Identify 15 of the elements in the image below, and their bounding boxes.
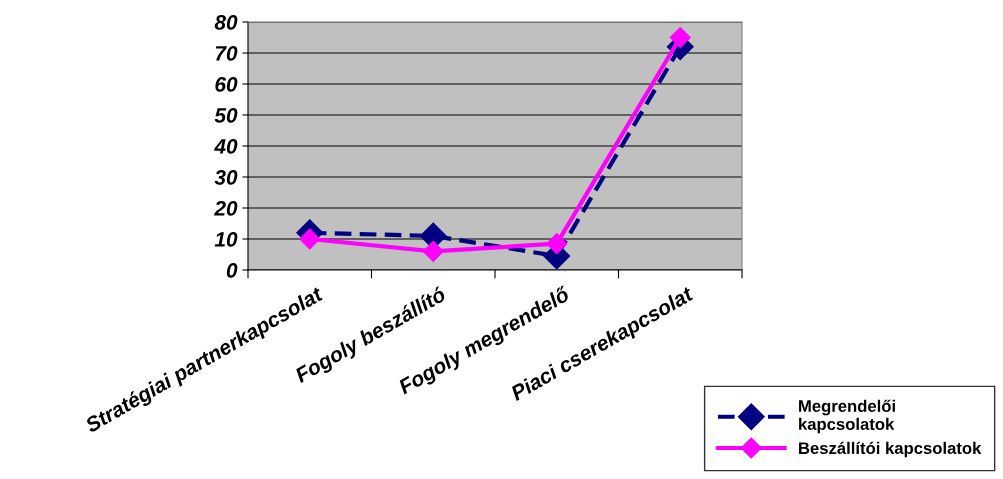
y-tick-label: 20 <box>214 201 238 216</box>
y-tick-label: 10 <box>214 232 238 247</box>
point <box>546 233 568 255</box>
y-tick-label: 60 <box>215 77 238 92</box>
y-tick-label: 80 <box>214 15 238 30</box>
y-tick-label: 50 <box>214 108 238 123</box>
y-tick-label: 40 <box>214 139 238 154</box>
legend-label: Megrendelői kapcsolatok <box>799 399 895 434</box>
point <box>669 26 691 49</box>
point <box>422 240 444 262</box>
y-tick-label: 30 <box>214 170 238 185</box>
point <box>299 228 321 250</box>
legend-label: Beszállítói kapcsolatok <box>799 441 982 458</box>
y-tick-label: 70 <box>215 46 238 61</box>
y-tick-label: 0 <box>226 263 238 278</box>
